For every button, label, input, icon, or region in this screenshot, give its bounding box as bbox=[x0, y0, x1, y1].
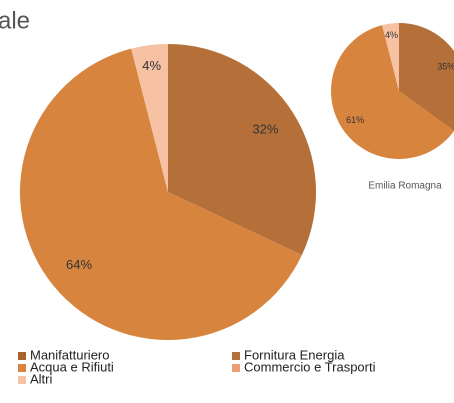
legend-label: Commercio e Trasporti bbox=[244, 359, 376, 374]
data-label: 61% bbox=[346, 115, 364, 125]
legend-label: Manifatturiero bbox=[30, 347, 109, 362]
pie-slice bbox=[19, 48, 302, 341]
data-label: 35% bbox=[437, 61, 454, 71]
legend-swatch bbox=[232, 364, 240, 372]
pie-slice bbox=[331, 25, 454, 159]
pie-slice bbox=[131, 44, 168, 192]
legend-swatch bbox=[18, 364, 26, 372]
legend-label: Acqua e Rifiuti bbox=[30, 359, 114, 374]
data-label: 64% bbox=[66, 257, 92, 272]
pie-title: Emilia Romagna bbox=[368, 181, 442, 192]
pie-slice bbox=[382, 23, 399, 91]
data-label: 4% bbox=[385, 30, 398, 40]
legend-swatch bbox=[232, 352, 240, 360]
pie-slice bbox=[168, 44, 316, 256]
data-label: 4% bbox=[142, 58, 161, 73]
pie-slice bbox=[399, 23, 454, 131]
data-label: 32% bbox=[252, 122, 278, 137]
legend-label: Altri bbox=[30, 371, 53, 386]
legend-swatch bbox=[18, 352, 26, 360]
chart-title: ale bbox=[0, 7, 30, 34]
legend-label: Fornitura Energia bbox=[244, 347, 345, 362]
legend-swatch bbox=[18, 376, 26, 384]
